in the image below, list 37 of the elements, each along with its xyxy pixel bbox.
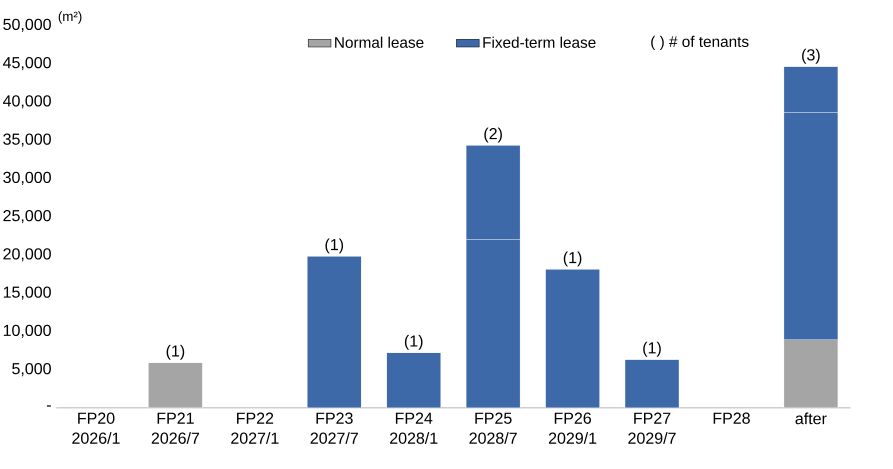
x-tick-label: after [796, 412, 827, 424]
bar [386, 352, 441, 408]
y-tick-label: 5,000 [12, 362, 51, 376]
bar [307, 256, 362, 408]
bar [624, 359, 680, 408]
legend-label: Fixed-term lease [483, 36, 596, 48]
x-tick-label: FP22 2027/1 [231, 412, 279, 444]
y-axis-title: (m²) [58, 11, 82, 24]
y-tick-label: 15,000 [4, 286, 51, 300]
bar [545, 269, 600, 408]
y-tick-label: 35,000 [3, 133, 51, 147]
x-tick-label: FP25 2028/7 [469, 412, 517, 444]
y-tick-label: 50,000 [3, 18, 51, 32]
y-tick-label: - [46, 405, 51, 407]
x-tick-label: FP21 2026/7 [152, 412, 200, 444]
annotation: (1) [564, 251, 582, 266]
annotation: (3) [802, 48, 820, 64]
annotation: ( ) # of tenants [651, 36, 749, 50]
annotation: (1) [643, 342, 661, 357]
annotation: (1) [166, 344, 184, 360]
y-tick-label: 45,000 [3, 56, 51, 70]
annotation: (1) [404, 334, 422, 350]
y-tick-label: 40,000 [3, 95, 51, 108]
legend-label: Normal lease [335, 36, 424, 48]
x-tick-label: FP24 2028/1 [390, 412, 438, 444]
annotation: (1) [325, 238, 344, 254]
y-tick-label: 25,000 [3, 210, 51, 224]
x-tick-label: FP26 2029/1 [548, 412, 596, 444]
x-tick-label: FP23 2027/7 [310, 412, 358, 444]
annotation: (2) [484, 128, 502, 142]
bar [148, 362, 203, 408]
y-tick-label: 30,000 [3, 172, 51, 185]
x-tick-label: FP28 [714, 412, 750, 424]
x-tick-label: FP20 2026/1 [72, 412, 120, 444]
y-tick-label: 10,000 [4, 324, 51, 338]
x-tick-label: FP27 2029/7 [628, 412, 676, 444]
y-tick-label: 20,000 [3, 248, 51, 262]
